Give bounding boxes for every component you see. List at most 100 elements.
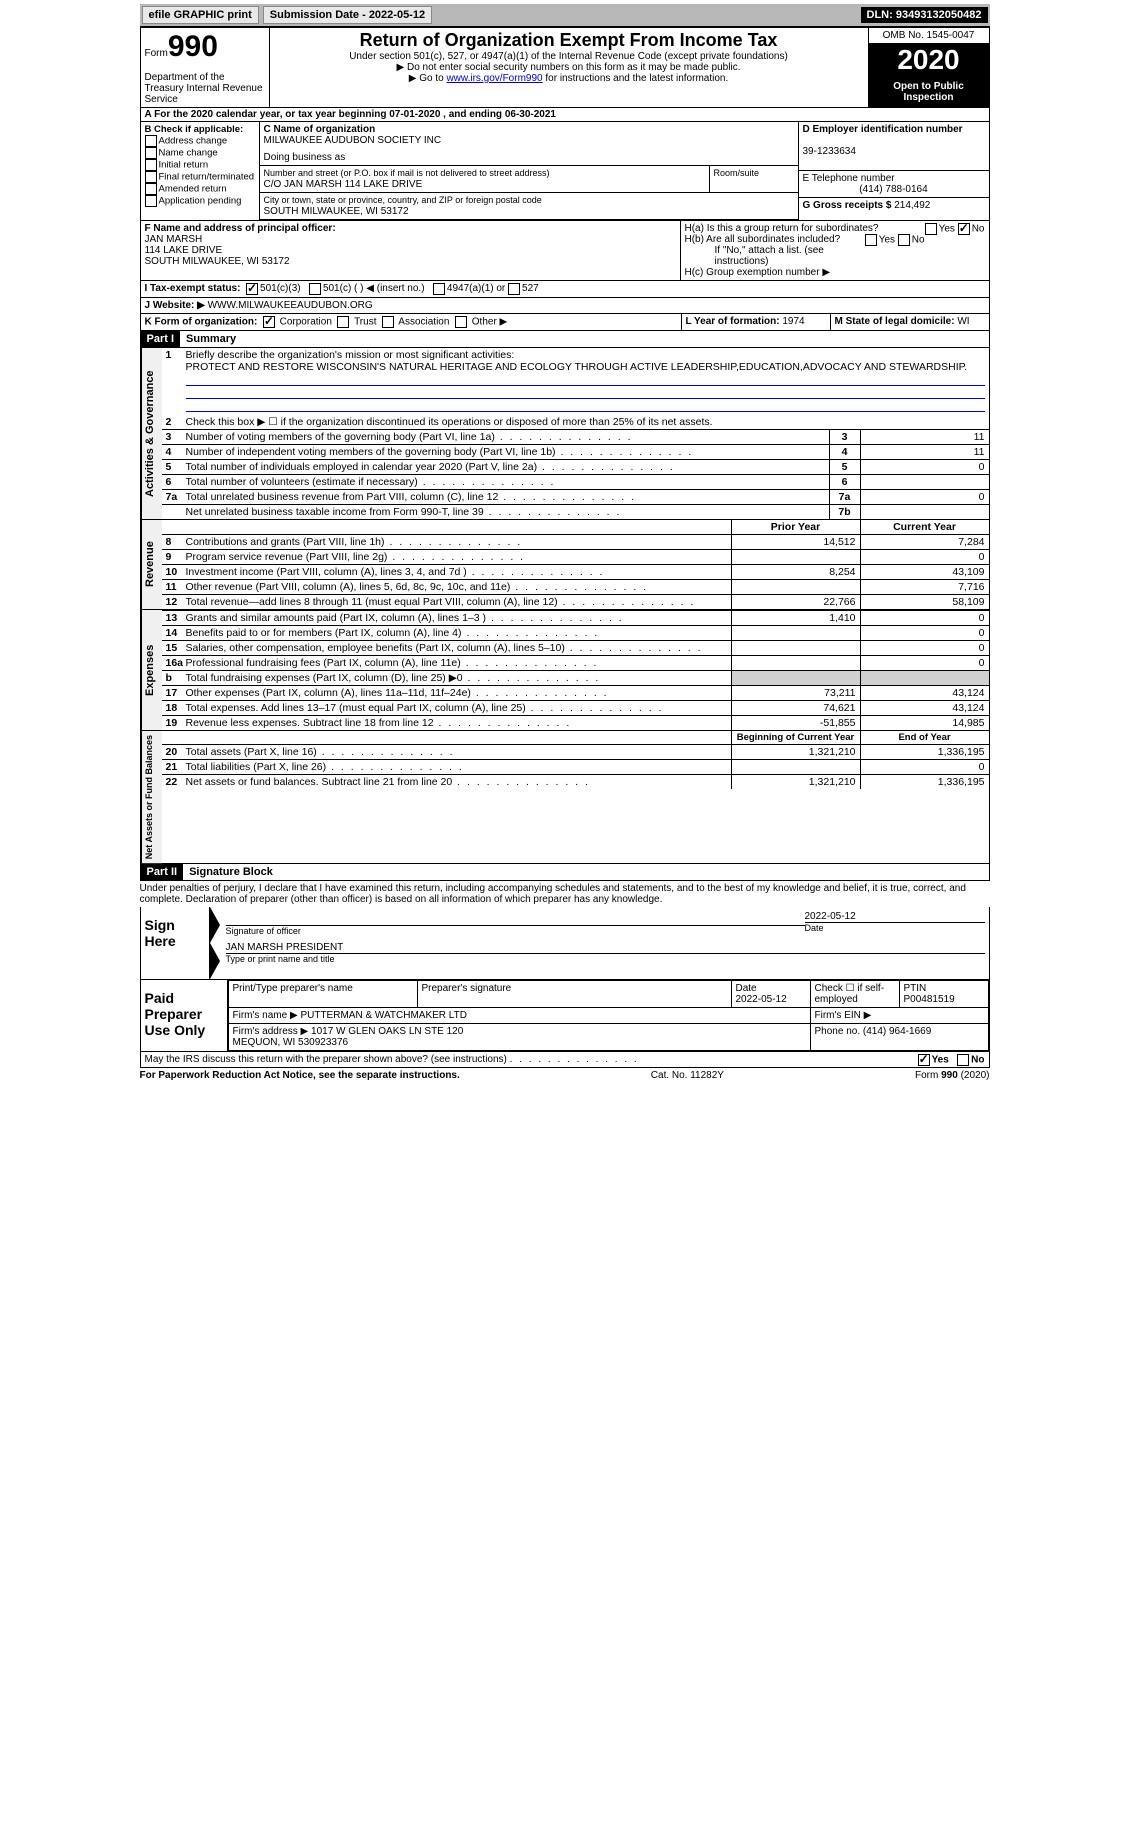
footer-right: Form 990 (2020): [915, 1070, 989, 1081]
opt-assoc: Association: [398, 317, 449, 328]
ha-no[interactable]: [958, 223, 970, 235]
k-corp[interactable]: [263, 316, 275, 328]
phone-label: Phone no.: [815, 1026, 863, 1037]
box-val: 11: [860, 445, 989, 459]
k-l-m-row: K Form of organization: Corporation Trus…: [140, 314, 990, 331]
table-row: Net unrelated business taxable income fr…: [162, 504, 989, 519]
line-2: 2 Check this box ▶ ☐ if the organization…: [162, 415, 989, 429]
i-label: I Tax-exempt status:: [145, 283, 241, 295]
opt-name: Name change: [159, 148, 218, 159]
officer-name: JAN MARSH: [145, 234, 203, 245]
checkbox-name-change[interactable]: [145, 147, 157, 159]
table-row: 17 Other expenses (Part IX, column (A), …: [162, 685, 989, 700]
org-name-cell: C Name of organization MILWAUKEE AUDUBON…: [260, 122, 798, 166]
i-501c3[interactable]: [246, 283, 258, 295]
opt-amended: Amended return: [159, 184, 227, 195]
ha-label: H(a) Is this a group return for subordin…: [685, 223, 879, 234]
f-label: F Name and address of principal officer:: [145, 223, 336, 234]
prior-val: 22,766: [731, 595, 860, 609]
current-val: 43,124: [860, 701, 989, 715]
box-val: [860, 475, 989, 489]
col-current: Current Year: [860, 520, 989, 534]
hb-note: If "No," attach a list. (see instruction…: [685, 245, 985, 267]
d-label: D Employer identification number: [803, 124, 963, 135]
prep-sig-label: Preparer's signature: [417, 981, 731, 1008]
checkbox-final[interactable]: [145, 171, 157, 183]
section-f: F Name and address of principal officer:…: [141, 221, 681, 280]
line-num: 6: [166, 476, 186, 488]
line-desc: Total assets (Part X, line 16): [186, 746, 727, 758]
line1-label: Briefly describe the organization's miss…: [186, 349, 515, 361]
table-row: 12 Total revenue—add lines 8 through 11 …: [162, 594, 989, 609]
line-num: 3: [166, 431, 186, 443]
line-desc: Benefits paid to or for members (Part IX…: [186, 627, 727, 639]
line-desc: Net assets or fund balances. Subtract li…: [186, 776, 727, 788]
irs-no[interactable]: [957, 1054, 969, 1066]
ha-yes[interactable]: [925, 223, 937, 235]
sig-date: 2022-05-12: [805, 911, 985, 922]
i-501c[interactable]: [309, 283, 321, 295]
part2-header: Part II: [141, 864, 184, 880]
irs-link[interactable]: www.irs.gov/Form990: [446, 73, 542, 84]
top-bar: efile GRAPHIC print Submission Date - 20…: [140, 4, 990, 27]
yes-irs: Yes: [932, 1055, 949, 1066]
submission-date-button[interactable]: Submission Date - 2022-05-12: [263, 6, 432, 24]
current-val: 0: [860, 656, 989, 670]
sign-here-box: Sign Here Signature of officer 2022-05-1…: [140, 907, 990, 980]
side-governance: Activities & Governance: [141, 348, 162, 519]
hb-label: H(b) Are all subordinates included?: [685, 234, 841, 245]
prior-val: 73,211: [731, 686, 860, 700]
officer-name-sig: JAN MARSH PRESIDENT: [226, 942, 985, 953]
rule-3: [186, 401, 985, 412]
efile-button[interactable]: efile GRAPHIC print: [142, 6, 259, 24]
k-assoc[interactable]: [382, 316, 394, 328]
box-num: 6: [829, 475, 860, 489]
side-net: Net Assets or Fund Balances: [141, 731, 162, 863]
opt-other: Other ▶: [472, 317, 507, 328]
prior-val: 14,512: [731, 535, 860, 549]
may-irs-text: May the IRS discuss this return with the…: [145, 1054, 507, 1065]
k-other[interactable]: [455, 316, 467, 328]
section-b: B Check if applicable: Address change Na…: [141, 122, 260, 220]
hb-yes[interactable]: [865, 234, 877, 246]
checkbox-pending[interactable]: [145, 195, 157, 207]
prior-val: 1,410: [731, 611, 860, 625]
hb-no[interactable]: [898, 234, 910, 246]
checkbox-amended[interactable]: [145, 183, 157, 195]
current-val: 43,124: [860, 686, 989, 700]
officer-addr2: SOUTH MILWAUKEE, WI 53172: [145, 256, 290, 267]
dln-label: DLN: 93493132050482: [861, 7, 988, 23]
i-4947[interactable]: [433, 283, 445, 295]
opt-trust: Trust: [354, 317, 376, 328]
table-row: 3 Number of voting members of the govern…: [162, 429, 989, 444]
declaration-text: Under penalties of perjury, I declare th…: [140, 881, 990, 907]
section-l: L Year of formation: 1974: [681, 314, 830, 330]
sig-officer-label: Signature of officer: [226, 925, 805, 936]
part2-title: Signature Block: [183, 864, 279, 880]
expenses-section: Expenses 13 Grants and similar amounts p…: [140, 610, 990, 731]
i-527[interactable]: [508, 283, 520, 295]
prior-val: [731, 641, 860, 655]
rule-1: [186, 375, 985, 386]
side-revenue: Revenue: [141, 520, 162, 609]
current-val: 0: [860, 641, 989, 655]
line-num: 22: [166, 776, 186, 788]
table-row: 14 Benefits paid to or for members (Part…: [162, 625, 989, 640]
line-num: 15: [166, 642, 186, 654]
ein-cell: D Employer identification number 39-1233…: [799, 122, 989, 171]
checkbox-address-change[interactable]: [145, 135, 157, 147]
room-cell: Room/suite: [710, 166, 798, 192]
addr-label: Number and street (or P.O. box if mail i…: [264, 168, 550, 178]
m-label: M State of legal domicile:: [835, 316, 958, 327]
line-desc: Number of independent voting members of …: [186, 446, 825, 458]
omb-label: OMB No. 1545-0047: [869, 28, 989, 44]
line-num: 9: [166, 551, 186, 563]
k-trust[interactable]: [337, 316, 349, 328]
checkbox-initial[interactable]: [145, 159, 157, 171]
irs-yes[interactable]: [918, 1054, 930, 1066]
room-label: Room/suite: [714, 168, 760, 178]
current-val: 58,109: [860, 595, 989, 609]
rev-header: Prior Year Current Year: [162, 520, 989, 534]
line-desc: Net unrelated business taxable income fr…: [186, 506, 825, 518]
line-num: 13: [166, 612, 186, 624]
